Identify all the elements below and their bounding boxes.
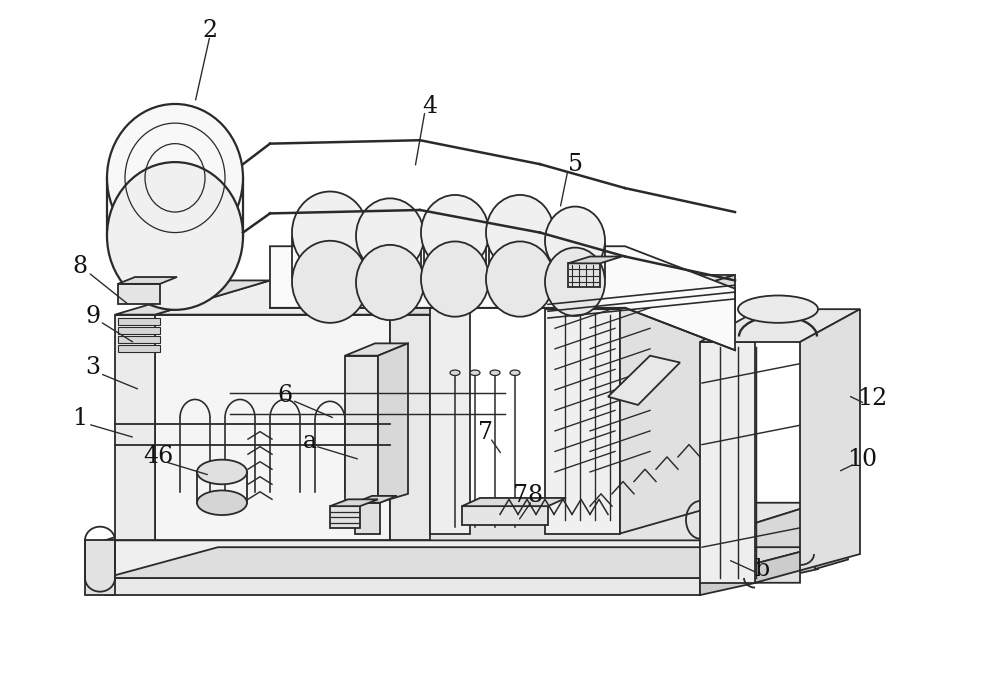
Polygon shape [85, 540, 115, 595]
Polygon shape [138, 246, 165, 287]
Polygon shape [568, 263, 600, 287]
Polygon shape [270, 246, 735, 350]
Polygon shape [118, 284, 160, 304]
Text: a: a [303, 430, 317, 453]
Polygon shape [700, 342, 755, 583]
Text: b: b [754, 557, 770, 581]
Polygon shape [115, 315, 155, 540]
Ellipse shape [738, 295, 818, 323]
Polygon shape [105, 503, 820, 540]
Polygon shape [608, 356, 680, 405]
Polygon shape [700, 503, 820, 578]
Text: 5: 5 [568, 153, 582, 176]
Text: 2: 2 [202, 19, 218, 42]
Polygon shape [430, 277, 585, 308]
Text: 12: 12 [857, 386, 887, 410]
Ellipse shape [197, 490, 247, 515]
Polygon shape [345, 343, 408, 356]
Text: 1: 1 [72, 407, 88, 430]
Polygon shape [105, 540, 700, 578]
Ellipse shape [421, 195, 489, 270]
Polygon shape [462, 498, 566, 506]
Ellipse shape [356, 245, 424, 320]
Polygon shape [118, 277, 177, 284]
Bar [118, 345, 160, 352]
Ellipse shape [292, 192, 368, 274]
Ellipse shape [470, 370, 480, 376]
Ellipse shape [490, 370, 500, 376]
Polygon shape [430, 308, 470, 534]
Polygon shape [700, 309, 860, 342]
Polygon shape [568, 256, 622, 263]
Polygon shape [155, 280, 505, 315]
Polygon shape [545, 309, 620, 534]
Polygon shape [330, 499, 378, 506]
Ellipse shape [545, 248, 605, 316]
Polygon shape [462, 506, 548, 525]
Text: 4: 4 [422, 94, 438, 118]
Ellipse shape [197, 460, 247, 484]
Polygon shape [815, 503, 848, 569]
Text: 6: 6 [277, 384, 293, 407]
Ellipse shape [292, 241, 368, 323]
Polygon shape [755, 309, 860, 583]
Polygon shape [355, 503, 380, 534]
Text: 46: 46 [143, 445, 173, 469]
Bar [118, 318, 160, 325]
Ellipse shape [545, 207, 605, 275]
Polygon shape [378, 343, 408, 503]
Polygon shape [155, 315, 390, 540]
Ellipse shape [421, 241, 489, 317]
Polygon shape [345, 356, 378, 503]
Polygon shape [115, 280, 270, 315]
Polygon shape [330, 506, 360, 528]
Ellipse shape [510, 370, 520, 376]
Ellipse shape [356, 198, 424, 274]
Polygon shape [700, 547, 818, 595]
Polygon shape [355, 496, 397, 503]
Bar [118, 336, 160, 343]
Text: 9: 9 [85, 304, 101, 328]
Text: 78: 78 [513, 484, 543, 508]
Ellipse shape [107, 162, 243, 310]
Ellipse shape [450, 370, 460, 376]
Ellipse shape [486, 241, 554, 317]
Bar [118, 327, 160, 334]
Polygon shape [620, 275, 735, 534]
Text: 3: 3 [86, 356, 100, 380]
Polygon shape [545, 275, 735, 309]
Polygon shape [105, 547, 818, 578]
Text: 10: 10 [847, 448, 877, 471]
Ellipse shape [107, 104, 243, 252]
Text: 8: 8 [72, 255, 88, 278]
Polygon shape [105, 578, 700, 595]
Ellipse shape [486, 195, 554, 270]
Polygon shape [390, 315, 430, 540]
Text: 7: 7 [478, 421, 492, 444]
Polygon shape [390, 284, 545, 315]
